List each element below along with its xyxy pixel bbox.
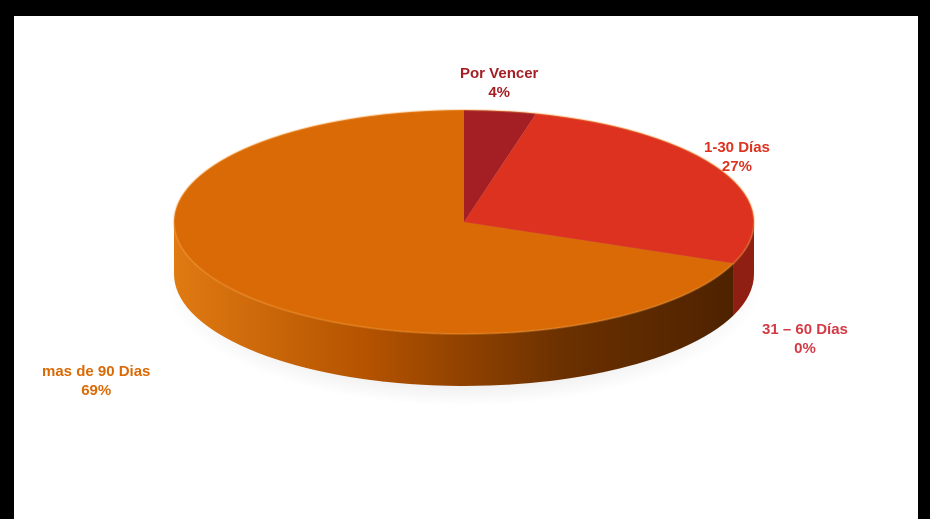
slice-label-1-30-dias: 1-30 Días 27%: [704, 138, 770, 176]
pie-slice-0: [464, 110, 537, 222]
slice-label-value: 27%: [721, 158, 752, 175]
slice-label-value: 69%: [81, 382, 112, 399]
pie-side-1: [733, 222, 754, 316]
pie-side: [174, 222, 754, 387]
slice-label-name: 1-30 Días: [704, 139, 770, 156]
pie-top: [174, 110, 755, 334]
slice-label-name: Por Vencer: [460, 65, 539, 82]
slice-label-value: 4%: [488, 84, 511, 101]
slice-label-name: 31 – 60 Días: [762, 321, 848, 338]
chart-panel: Por Vencer 4% 1-30 Días 27% 31 – 60 Días…: [14, 16, 918, 519]
pie-side-3: [174, 222, 734, 387]
pie-slice-3: [174, 110, 734, 334]
slice-label-31-60-dias: 31 – 60 Días 0%: [762, 320, 848, 358]
slice-label-mas-de-90-dias: mas de 90 Dias 69%: [42, 362, 150, 400]
pie-rim: [173, 109, 755, 335]
slice-label-value: 0%: [794, 340, 816, 357]
slice-label-por-vencer: Por Vencer 4%: [460, 64, 538, 102]
pie-slice-1: [464, 113, 755, 264]
slice-label-name: mas de 90 Dias: [42, 363, 151, 380]
pie-chart: [164, 109, 764, 406]
